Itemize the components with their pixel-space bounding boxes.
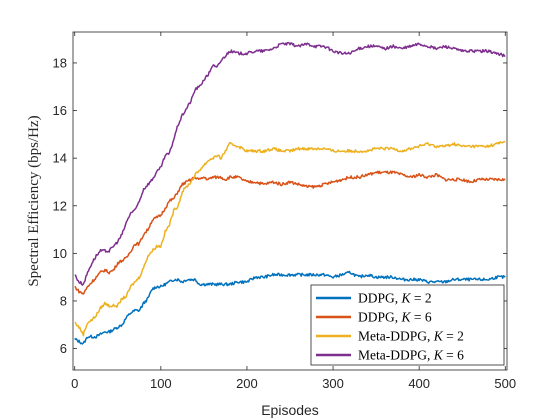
x-tick-label: 0 [71, 376, 78, 391]
y-axis-ticks: 6 8 10 12 14 16 18 [53, 55, 507, 356]
x-tick-label: 500 [494, 376, 516, 391]
legend-entry-label: DDPG, K = 2 [358, 291, 432, 306]
y-tick-label: 8 [60, 293, 67, 308]
x-tick-label: 200 [236, 376, 258, 391]
y-axis-title: Spectral Efficiency (bps/Hz) [26, 115, 42, 286]
y-tick-label: 18 [53, 55, 67, 70]
series-line-3 [74, 140, 506, 337]
x-axis-ticks: 0 100 200 300 400 500 [71, 32, 516, 391]
legend-entry-label: Meta-DDPG, K = 6 [358, 348, 464, 363]
series-layer [74, 41, 506, 345]
legend: DDPG, K = 2 DDPG, K = 6 Meta-DDPG, K = 2 Me… [310, 284, 505, 366]
x-tick-label: 300 [322, 376, 344, 391]
y-tick-label: 12 [53, 198, 67, 213]
x-tick-label: 400 [408, 376, 430, 391]
legend-entry-label: DDPG, K = 6 [358, 310, 432, 325]
series-line-2 [74, 170, 506, 295]
x-tick-label: 100 [150, 376, 172, 391]
legend-entry-label: Meta-DDPG, K = 2 [358, 329, 464, 344]
y-tick-label: 6 [60, 341, 67, 356]
y-tick-label: 16 [53, 103, 67, 118]
plot-frame [72, 31, 508, 371]
series-line-4 [74, 41, 506, 286]
y-tick-label: 14 [53, 151, 67, 166]
series-line-1 [74, 270, 506, 345]
y-tick-label: 10 [53, 246, 67, 261]
x-axis-title: Episodes [261, 402, 319, 418]
